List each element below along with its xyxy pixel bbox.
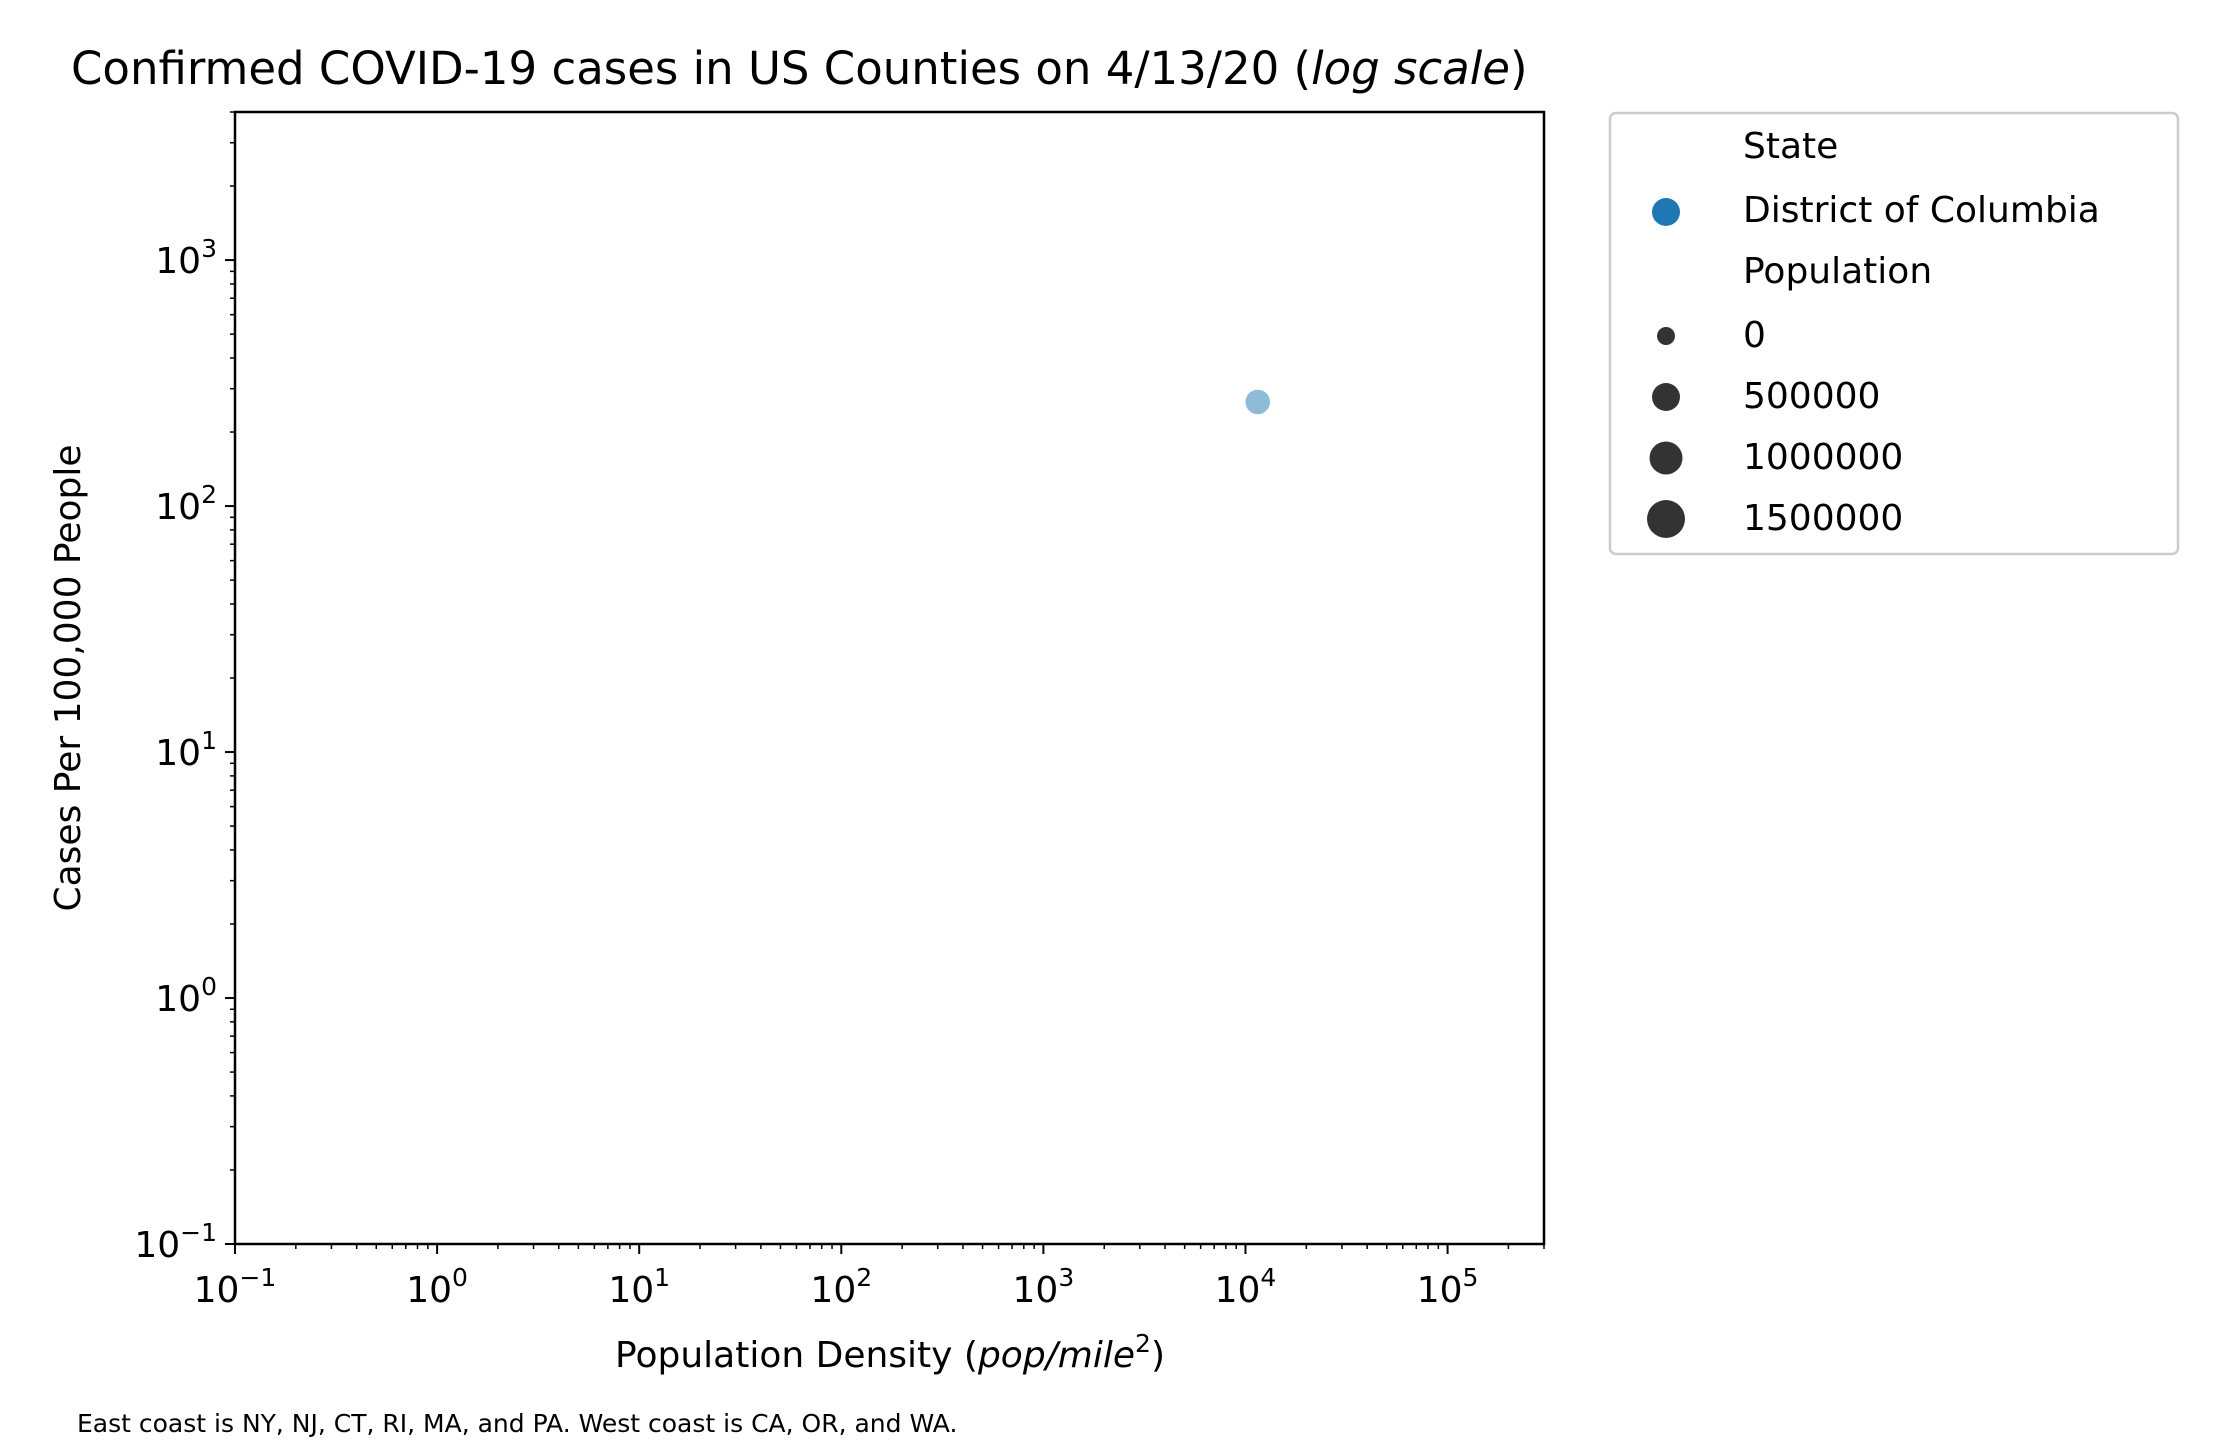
axis-ticks: 10−1 100 101 102 103 104 105 10−1 100 101 102 103 xyxy=(134,111,1545,1311)
legend-size-marker xyxy=(1649,441,1683,475)
legend-frame xyxy=(1608,111,2180,556)
data-point-district-of-columbia xyxy=(1243,388,1272,416)
legend-population-title: Population xyxy=(1743,251,1932,292)
legend-size-marker xyxy=(1657,327,1675,345)
y-tick-label: 10−1 xyxy=(134,1218,217,1266)
legend-size-label: 0 xyxy=(1743,315,1766,356)
chart-title: Confirmed COVID-19 cases in US Counties … xyxy=(71,42,1528,95)
x-tick-label: 102 xyxy=(810,1263,872,1311)
x-axis-label-suffix: ) xyxy=(1151,1335,1165,1376)
chart-title-suffix: ) xyxy=(1510,42,1528,95)
y-axis-label: Cases Per 100,000 People xyxy=(48,444,89,911)
legend-size-marker xyxy=(1647,500,1685,538)
legend-label-district-of-columbia: District of Columbia xyxy=(1743,190,2100,231)
legend-marker-district-of-columbia xyxy=(1652,198,1680,226)
x-axis-label-italic: pop/mile xyxy=(977,1335,1135,1376)
x-tick-label: 100 xyxy=(406,1263,468,1311)
chart-title-prefix: Confirmed COVID-19 cases in US Counties … xyxy=(71,42,1311,95)
footnote: East coast is NY, NJ, CT, RI, MA, and PA… xyxy=(77,1409,957,1438)
legend: State District of Columbia Population 0 5… xyxy=(1608,111,2180,556)
legend-state-title: State xyxy=(1743,126,1838,167)
y-tick-label: 103 xyxy=(155,234,217,282)
x-tick-label: 101 xyxy=(608,1263,670,1311)
x-axis-label-prefix: Population Density ( xyxy=(615,1335,978,1376)
legend-size-label: 1000000 xyxy=(1743,437,1903,478)
x-tick-label: 105 xyxy=(1417,1263,1479,1311)
legend-size-marker xyxy=(1652,383,1680,411)
plot-area-frame xyxy=(233,110,1546,1246)
x-tick-label: 104 xyxy=(1215,1263,1277,1311)
x-tick-label: 10−1 xyxy=(194,1263,277,1311)
x-tick-label: 103 xyxy=(1013,1263,1075,1311)
y-tick-label: 101 xyxy=(155,726,217,774)
y-tick-label: 100 xyxy=(155,972,217,1020)
legend-size-label: 1500000 xyxy=(1743,498,1903,539)
x-axis-label: Population Density (pop/mile2) xyxy=(615,1329,1165,1376)
data-points xyxy=(1243,388,1272,416)
y-tick-label: 102 xyxy=(155,480,217,528)
x-axis-label-superscript: 2 xyxy=(1135,1329,1151,1358)
chart-title-italic: log scale xyxy=(1311,42,1510,95)
legend-size-entries: 0 500000 1000000 1500000 xyxy=(1647,315,1903,539)
legend-size-label: 500000 xyxy=(1743,376,1880,417)
